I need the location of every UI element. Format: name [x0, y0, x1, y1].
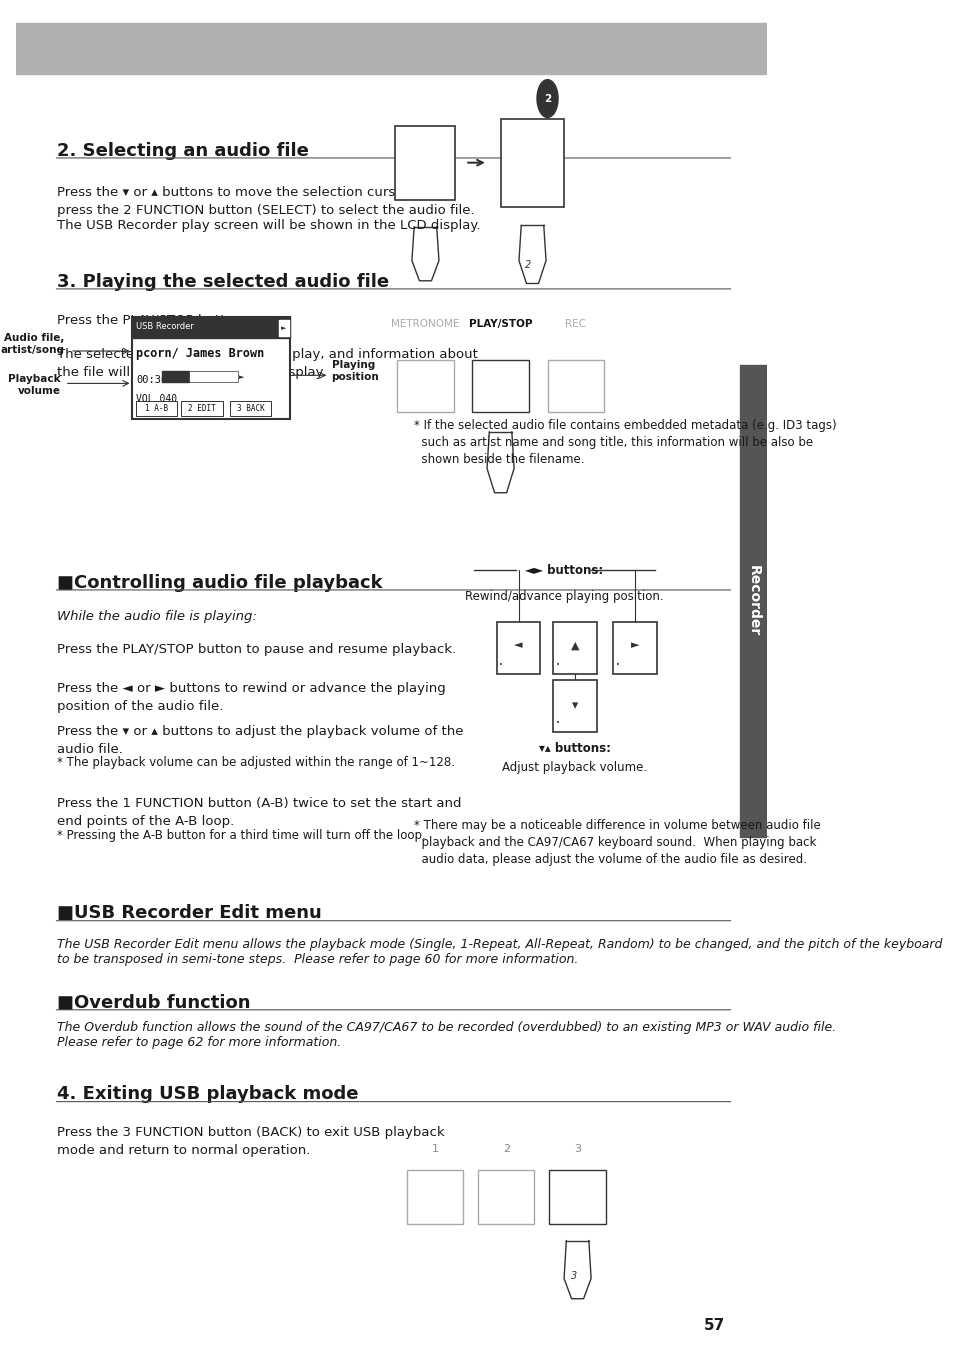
Bar — [740, 364, 766, 837]
Text: * There may be a noticeable difference in volume between audio file
  playback a: * There may be a noticeable difference i… — [414, 819, 821, 867]
Text: •: • — [555, 663, 559, 668]
Text: VOL 040: VOL 040 — [136, 394, 177, 404]
Text: ☞: ☞ — [412, 207, 438, 235]
Text: 4. Exiting USB playback mode: 4. Exiting USB playback mode — [57, 1085, 358, 1103]
Text: ►: ► — [239, 374, 244, 379]
Text: The USB Recorder play screen will be shown in the LCD display.: The USB Recorder play screen will be sho… — [57, 219, 480, 232]
Text: ▾: ▾ — [571, 699, 578, 713]
Text: 2: 2 — [502, 1145, 509, 1154]
Bar — [16, 23, 766, 74]
Text: * The playback volume can be adjusted within the range of 1~128.: * The playback volume can be adjusted wi… — [57, 756, 455, 770]
Text: ►: ► — [630, 640, 639, 651]
Text: Recorder: Recorder — [746, 566, 760, 636]
Text: The selected audio file will start to play, and information about
the file will : The selected audio file will start to pl… — [57, 348, 477, 379]
Text: REC: REC — [564, 320, 585, 329]
Text: ■Overdub function: ■Overdub function — [57, 994, 251, 1011]
Text: 3: 3 — [570, 1272, 577, 1281]
Text: 3 BACK: 3 BACK — [236, 404, 264, 413]
FancyBboxPatch shape — [500, 119, 564, 207]
Bar — [230, 401, 271, 416]
Text: * Pressing the A-B button for a third time will turn off the loop.: * Pressing the A-B button for a third ti… — [57, 829, 426, 842]
Text: Press the PLAY/STOP button to pause and resume playback.: Press the PLAY/STOP button to pause and … — [57, 643, 456, 656]
FancyBboxPatch shape — [472, 360, 528, 412]
Text: 1: 1 — [431, 1145, 437, 1154]
Bar — [278, 320, 289, 336]
Text: •: • — [555, 721, 559, 726]
Text: Playing
position: Playing position — [332, 360, 379, 382]
Text: Adjust playback volume.: Adjust playback volume. — [502, 761, 647, 775]
Text: Press the ◄ or ► buttons to rewind or advance the playing
position of the audio : Press the ◄ or ► buttons to rewind or ad… — [57, 682, 446, 713]
Text: ■Controlling audio file playback: ■Controlling audio file playback — [57, 574, 382, 591]
Text: Playback
volume: Playback volume — [9, 374, 61, 396]
Text: 2: 2 — [524, 261, 531, 270]
FancyBboxPatch shape — [132, 317, 290, 418]
Text: The USB Recorder Edit menu allows the playback mode (Single, 1-Repeat, All-Repea: The USB Recorder Edit menu allows the pl… — [57, 938, 942, 967]
Text: Press the ▾ or ▴ buttons to adjust the playback volume of the
audio file.: Press the ▾ or ▴ buttons to adjust the p… — [57, 725, 463, 756]
Text: Press the PLAY/STOP button.: Press the PLAY/STOP button. — [57, 313, 246, 327]
Text: 1: 1 — [402, 177, 409, 186]
Text: •: • — [615, 663, 619, 668]
Bar — [181, 401, 222, 416]
FancyBboxPatch shape — [553, 680, 597, 732]
Text: 2 EDIT: 2 EDIT — [188, 404, 215, 413]
Text: 3. Playing the selected audio file: 3. Playing the selected audio file — [57, 273, 389, 290]
Text: Press the ▾ or ▴ buttons to move the selection cursor, then
press the 2 FUNCTION: Press the ▾ or ▴ buttons to move the sel… — [57, 186, 475, 217]
Text: METRONOME: METRONOME — [391, 320, 459, 329]
Text: ▲: ▲ — [570, 640, 578, 651]
FancyBboxPatch shape — [613, 622, 657, 674]
Bar — [136, 401, 177, 416]
FancyBboxPatch shape — [395, 126, 455, 200]
Text: The Overdub function allows the sound of the CA97/CA67 to be recorded (overdubbe: The Overdub function allows the sound of… — [57, 1021, 836, 1049]
FancyBboxPatch shape — [406, 1170, 462, 1224]
FancyBboxPatch shape — [396, 360, 453, 412]
Text: While the audio file is playing:: While the audio file is playing: — [57, 610, 257, 624]
Text: 2. Selecting an audio file: 2. Selecting an audio file — [57, 142, 309, 159]
FancyBboxPatch shape — [549, 1170, 605, 1224]
FancyBboxPatch shape — [477, 1170, 534, 1224]
Text: Audio file,
artist/song: Audio file, artist/song — [1, 333, 65, 355]
Text: Press the 1 FUNCTION button (A-B) twice to set the start and
end points of the A: Press the 1 FUNCTION button (A-B) twice … — [57, 796, 461, 828]
Text: 1 A-B: 1 A-B — [145, 404, 169, 413]
Circle shape — [537, 80, 558, 117]
Text: •: • — [498, 663, 503, 668]
Bar — [189, 371, 237, 382]
Text: 00:30: 00:30 — [136, 375, 167, 385]
Bar — [162, 371, 189, 382]
Text: ◄► buttons:: ◄► buttons: — [525, 564, 603, 576]
Text: 3: 3 — [574, 1145, 580, 1154]
Text: ◄: ◄ — [514, 640, 522, 651]
Text: 57: 57 — [703, 1318, 724, 1334]
Text: Rewind/advance playing position.: Rewind/advance playing position. — [465, 590, 663, 603]
Text: USB Recorder: USB Recorder — [136, 323, 193, 331]
Text: 2: 2 — [543, 93, 551, 104]
FancyBboxPatch shape — [553, 622, 597, 674]
Bar — [132, 317, 290, 338]
FancyBboxPatch shape — [497, 622, 539, 674]
Text: pcorn/ James Brown: pcorn/ James Brown — [136, 347, 264, 360]
Text: * If the selected audio file contains embedded metadata (e.g. ID3 tags)
  such a: * If the selected audio file contains em… — [414, 418, 836, 466]
Text: ▾▴ buttons:: ▾▴ buttons: — [538, 743, 610, 756]
FancyBboxPatch shape — [547, 360, 603, 412]
Text: Press the 3 FUNCTION button (BACK) to exit USB playback
mode and return to norma: Press the 3 FUNCTION button (BACK) to ex… — [57, 1126, 444, 1157]
Text: ►: ► — [281, 325, 286, 331]
Text: PLAY/STOP: PLAY/STOP — [468, 320, 532, 329]
Text: ■USB Recorder Edit menu: ■USB Recorder Edit menu — [57, 904, 322, 922]
